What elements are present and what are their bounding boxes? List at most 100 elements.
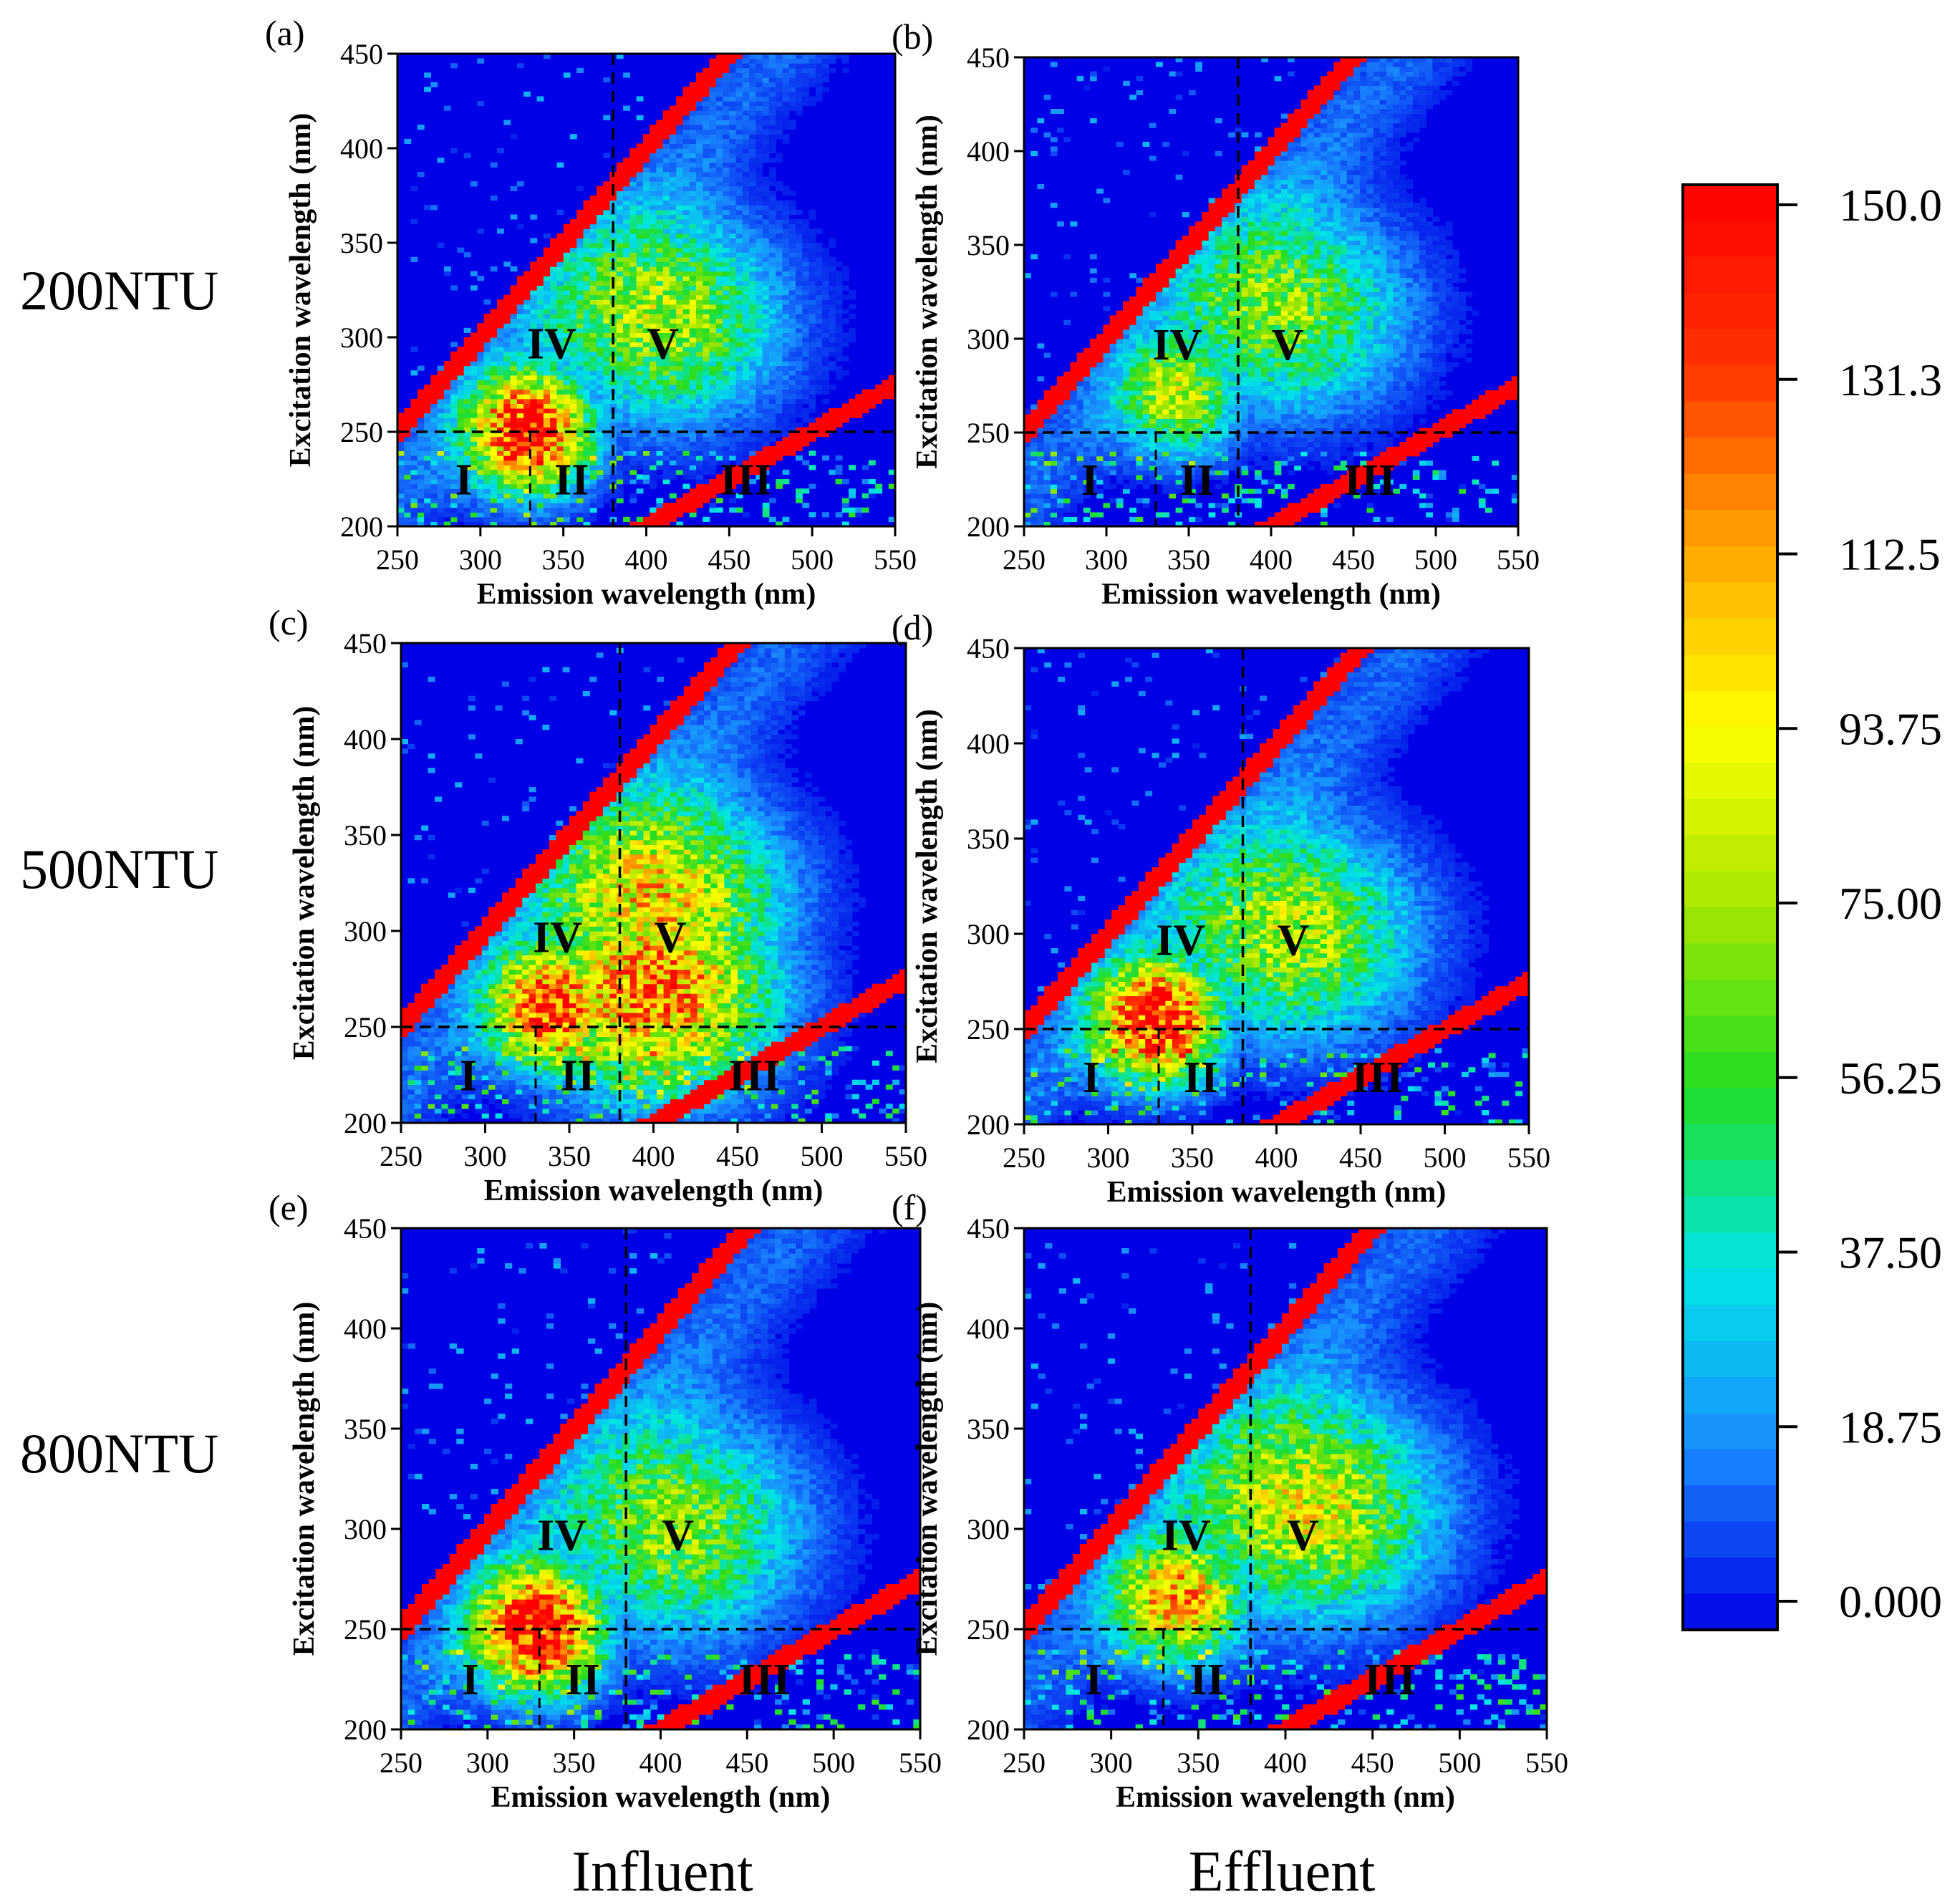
y-tick-label: 350 (967, 1413, 1010, 1445)
colorbar-tick-label: 75.00 (1839, 878, 1942, 929)
x-tick-label: 250 (376, 544, 419, 576)
y-tick-label: 350 (344, 819, 387, 851)
y-tick-label: 400 (340, 132, 383, 165)
column-label-effluent: Effluent (1189, 1840, 1376, 1902)
y-tick-label: 200 (967, 1109, 1010, 1141)
region-label-i: I (1081, 456, 1099, 505)
x-tick-label: 350 (553, 1747, 596, 1779)
region-label-iv: IV (1156, 916, 1205, 965)
region-label-iv: IV (1152, 321, 1202, 370)
y-tick-label: 250 (967, 1613, 1010, 1646)
region-label-iii: III (1351, 1053, 1403, 1102)
x-tick-label: 400 (632, 1140, 675, 1172)
y-tick-label: 450 (967, 42, 1010, 74)
region-label-iv: IV (527, 319, 576, 368)
region-label-v: V (662, 1512, 694, 1560)
y-axis-label: Excitation wavelength (nm) (911, 1302, 944, 1656)
x-tick-label: 400 (1250, 544, 1293, 576)
y-tick-label: 250 (344, 1613, 387, 1646)
colorbar-tick-label: 150.0 (1839, 180, 1942, 231)
colorbar-tick-label: 18.75 (1839, 1401, 1942, 1452)
x-tick-label: 350 (542, 544, 585, 576)
x-tick-label: 450 (1339, 1141, 1382, 1174)
y-tick-label: 200 (967, 511, 1010, 543)
region-label-iii: III (1344, 456, 1396, 505)
y-tick-label: 300 (344, 1513, 387, 1545)
x-tick-label: 550 (899, 1747, 942, 1779)
x-tick-label: 500 (812, 1747, 855, 1779)
x-tick-label: 400 (639, 1747, 682, 1779)
row-label-500ntu: 500NTU (20, 838, 218, 900)
panel-label: (a) (265, 13, 305, 53)
y-axis-label: Excitation wavelength (nm) (284, 113, 317, 468)
x-axis-label: Emission wavelength (nm) (1116, 1781, 1455, 1814)
region-label-v: V (1287, 1512, 1319, 1560)
x-tick-label: 550 (874, 544, 917, 576)
x-tick-label: 500 (1438, 1747, 1481, 1779)
y-tick-label: 400 (967, 135, 1010, 168)
x-tick-label: 550 (1497, 544, 1540, 576)
y-tick-label: 400 (967, 1313, 1010, 1345)
region-label-ii: II (1179, 456, 1214, 505)
region-label-v: V (655, 913, 687, 962)
x-tick-label: 500 (1424, 1141, 1467, 1174)
region-label-ii: II (566, 1656, 600, 1704)
y-axis-label: Excitation wavelength (nm) (911, 115, 944, 469)
colorbar-tick-label: 112.5 (1839, 529, 1941, 580)
region-label-v: V (1278, 916, 1310, 965)
colorbar-tick-label: 0.000 (1839, 1576, 1942, 1627)
y-tick-label: 200 (344, 1107, 387, 1139)
y-axis-label: Excitation wavelength (nm) (288, 706, 321, 1061)
colorbar-tick-label: 93.75 (1839, 703, 1942, 754)
panel-label: (d) (892, 607, 933, 647)
x-tick-label: 550 (1507, 1141, 1550, 1174)
x-tick-label: 300 (466, 1747, 509, 1779)
x-tick-label: 250 (380, 1747, 423, 1779)
y-tick-label: 450 (967, 632, 1010, 665)
panel-label: (c) (269, 602, 309, 642)
heatmap-cells (397, 54, 895, 526)
colorbar: 150.0 131.3 112.5 93.75 75.00 56.25 37.50 18.75… (1681, 180, 1942, 1631)
x-tick-label: 350 (548, 1140, 591, 1172)
colorbar-bar (1681, 183, 1779, 1631)
y-tick-label: 450 (967, 1212, 1010, 1245)
row-label-200ntu: 200NTU (20, 259, 218, 322)
heatmap-cells (401, 643, 906, 1123)
y-tick-label: 250 (344, 1011, 387, 1043)
x-tick-label: 250 (1003, 1141, 1046, 1174)
heatmap-cells (401, 1228, 920, 1729)
x-tick-label: 300 (1087, 1141, 1130, 1174)
region-label-iii: III (728, 1051, 780, 1100)
y-tick-label: 350 (344, 1413, 387, 1445)
panel-label: (e) (269, 1187, 309, 1227)
region-label-i: I (455, 455, 473, 504)
x-tick-label: 250 (380, 1140, 423, 1172)
row-label-800ntu: 800NTU (20, 1422, 218, 1485)
y-tick-label: 300 (967, 1513, 1010, 1545)
x-tick-label: 250 (1003, 544, 1046, 576)
column-label-influent: Influent (571, 1840, 753, 1902)
x-tick-label: 550 (1525, 1747, 1568, 1779)
y-tick-label: 300 (967, 918, 1010, 950)
x-tick-label: 350 (1171, 1141, 1214, 1174)
y-tick-label: 250 (967, 417, 1010, 449)
x-tick-label: 300 (1090, 1747, 1133, 1779)
x-tick-label: 350 (1167, 544, 1210, 576)
y-tick-label: 300 (344, 915, 387, 947)
x-tick-label: 400 (1255, 1141, 1298, 1174)
y-tick-label: 250 (967, 1013, 1010, 1046)
y-tick-label: 300 (340, 322, 383, 354)
y-tick-label: 400 (344, 1313, 387, 1345)
region-label-i: I (462, 1656, 479, 1704)
x-tick-label: 500 (1414, 544, 1457, 576)
x-tick-label: 400 (625, 544, 668, 576)
heatmap-cells (1024, 1228, 1547, 1729)
region-label-v: V (1272, 321, 1304, 370)
region-label-ii: II (561, 1051, 595, 1100)
region-label-v: V (647, 319, 679, 368)
region-label-iii: III (738, 1656, 790, 1704)
